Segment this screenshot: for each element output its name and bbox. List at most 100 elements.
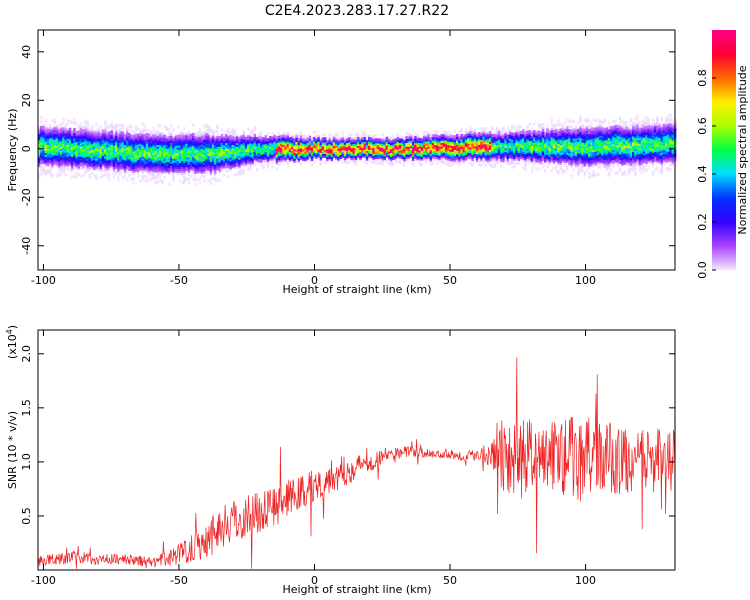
heatmap-cell [581, 133, 584, 137]
heatmap-cell [225, 165, 228, 169]
heatmap-cell [185, 136, 188, 141]
heatmap-cell [489, 138, 492, 142]
heatmap-cell [60, 134, 63, 138]
heatmap-cell [478, 147, 481, 151]
heatmap-cell [420, 157, 424, 161]
heatmap-cell [51, 161, 54, 165]
heatmap-cell [95, 159, 98, 163]
heatmap-cell [616, 163, 620, 167]
heatmap-cell [526, 138, 529, 142]
heatmap-cell [590, 174, 593, 178]
heatmap-cell [537, 132, 540, 136]
heatmap-cell [530, 170, 534, 174]
heatmap-cell [60, 132, 63, 136]
heatmap-cell [196, 170, 199, 174]
heatmap-cell [623, 132, 626, 137]
heatmap-cell [508, 155, 512, 159]
heatmap-cell [478, 143, 481, 147]
heatmap-cell [53, 148, 56, 152]
heatmap-cell [249, 165, 252, 169]
heatmap-cell [568, 134, 571, 139]
heatmap-cell [233, 152, 237, 156]
heatmap-cell [508, 139, 512, 143]
heatmap-cell [332, 135, 336, 139]
heatmap-cell [352, 160, 356, 164]
heatmap-cell [372, 146, 375, 151]
heatmap-cell [493, 137, 496, 141]
heatmap-cell [363, 136, 367, 141]
heatmap-cell [526, 145, 529, 150]
heatmap-cell [544, 159, 547, 163]
heatmap-cell [557, 129, 560, 133]
heatmap-cell [610, 137, 613, 141]
heatmap-cell [46, 147, 50, 151]
heatmap-cell [401, 144, 404, 148]
heatmap-cell [227, 169, 230, 173]
heatmap-cell [559, 157, 562, 161]
heatmap-cell [220, 128, 224, 132]
heatmap-cell [132, 144, 136, 148]
heatmap-cell [152, 130, 155, 134]
heatmap-cell [134, 155, 138, 159]
heatmap-cell [440, 137, 444, 142]
heatmap-cell [198, 181, 202, 185]
heatmap-cell [181, 130, 184, 134]
heatmap-cell [557, 156, 560, 160]
heatmap-cell [209, 158, 213, 162]
heatmap-cell [187, 132, 191, 136]
heatmap-cell [469, 148, 472, 152]
heatmap-cell [141, 128, 144, 132]
heatmap-cell [618, 137, 622, 141]
heatmap-cell [572, 143, 576, 147]
heatmap-cell [555, 158, 558, 162]
heatmap-cell [506, 153, 510, 158]
heatmap-cell [295, 144, 298, 148]
heatmap-cell [482, 129, 485, 133]
heatmap-cell [130, 177, 133, 181]
heatmap-cell [77, 134, 81, 138]
heatmap-cell [60, 172, 63, 177]
heatmap-cell [145, 167, 149, 172]
heatmap-cell [541, 142, 545, 146]
heatmap-cell [145, 138, 149, 143]
heatmap-cell [49, 150, 52, 154]
heatmap-cell [178, 144, 182, 148]
heatmap-cell [130, 169, 133, 173]
heatmap-cell [308, 135, 312, 139]
heatmap-cell [178, 146, 182, 150]
heatmap-cell [275, 159, 279, 163]
heatmap-cell [629, 131, 633, 135]
heatmap-cell [266, 147, 270, 151]
heatmap-cell [238, 142, 241, 147]
heatmap-cell [84, 146, 87, 150]
heatmap-cell [502, 126, 505, 130]
heatmap-cell [251, 150, 254, 154]
heatmap-cell [203, 157, 206, 162]
heatmap-cell [242, 157, 246, 161]
heatmap-cell [427, 139, 430, 143]
heatmap-cell [185, 144, 188, 148]
heatmap-cell [163, 163, 166, 168]
heatmap-cell [152, 143, 155, 148]
heatmap-cell [592, 170, 595, 174]
heatmap-cell [183, 155, 186, 160]
heatmap-cell [231, 149, 235, 153]
heatmap-cell [469, 156, 472, 160]
heatmap-cell [57, 131, 61, 135]
heatmap-cell [497, 140, 501, 144]
heatmap-cell [530, 150, 534, 154]
heatmap-cell [192, 148, 195, 152]
heatmap-cell [187, 148, 191, 152]
heatmap-cell [627, 131, 631, 135]
heatmap-cell [313, 148, 316, 152]
heatmap-cell [200, 139, 204, 143]
heatmap-cell [288, 156, 292, 160]
heatmap-cell [115, 152, 118, 156]
heatmap-cell [368, 142, 371, 146]
heatmap-cell [365, 143, 369, 148]
heatmap-cell [594, 162, 598, 166]
heatmap-cell [95, 151, 98, 155]
heatmap-cell [504, 137, 507, 141]
heatmap-cell [284, 144, 287, 149]
heatmap-cell [291, 140, 294, 144]
